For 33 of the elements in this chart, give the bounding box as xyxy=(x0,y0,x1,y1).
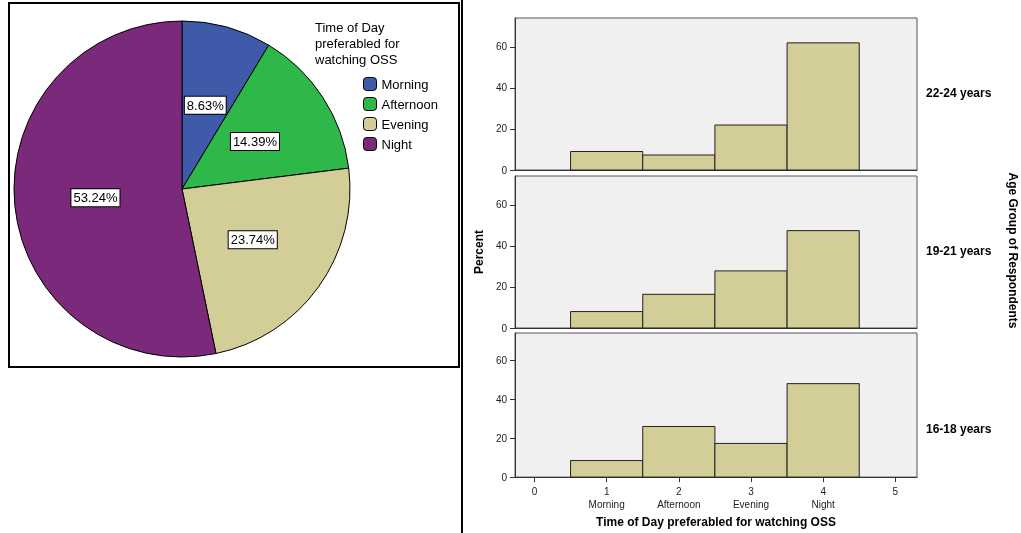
text: 22-24 years xyxy=(926,85,992,100)
y-tick-label: 40 xyxy=(495,82,508,94)
data-label: 23.74% xyxy=(230,232,276,248)
data-label: 53.24% xyxy=(73,190,118,206)
legend-label: Night xyxy=(381,136,413,152)
y-tick-label: 0 xyxy=(501,164,508,176)
legend-label: Afternoon xyxy=(381,96,438,112)
y-tick-label: 0 xyxy=(501,471,508,483)
x-tick-label: 3 Evening xyxy=(732,486,770,511)
y-tick-label: 20 xyxy=(495,432,508,444)
y-tick-label: 60 xyxy=(495,354,508,366)
y-tick-label: 40 xyxy=(495,393,508,405)
data-label: 14.39% xyxy=(232,134,278,150)
x-tick-label: 0 xyxy=(531,486,538,498)
text: Age Group of Respondents xyxy=(1006,172,1020,329)
legend-title: Time of Day preferabled for watching OSS xyxy=(314,19,404,67)
x-axis-title: Time of Day preferabled for watching OSS xyxy=(596,515,836,529)
data-label: 8.63% xyxy=(186,97,225,113)
y-tick-label: 20 xyxy=(495,281,508,293)
text: 19-21 years xyxy=(926,243,992,258)
y-axis-title: Percent xyxy=(471,229,486,275)
y-tick-label: 60 xyxy=(495,199,508,211)
x-tick-label: 4 Night xyxy=(811,486,836,511)
y-tick-label: 60 xyxy=(495,41,508,53)
legend-label: Evening xyxy=(381,116,429,132)
y-tick-label: 0 xyxy=(501,322,508,334)
x-tick-label: 2 Afternoon xyxy=(657,486,701,511)
y-tick-label: 20 xyxy=(495,123,508,135)
legend-label: Morning xyxy=(381,76,429,92)
text: 16-18 years xyxy=(926,422,992,436)
x-tick-label: 5 xyxy=(892,486,899,498)
x-tick-label: 1 Morning xyxy=(588,486,625,511)
y-tick-label: 40 xyxy=(495,240,508,252)
